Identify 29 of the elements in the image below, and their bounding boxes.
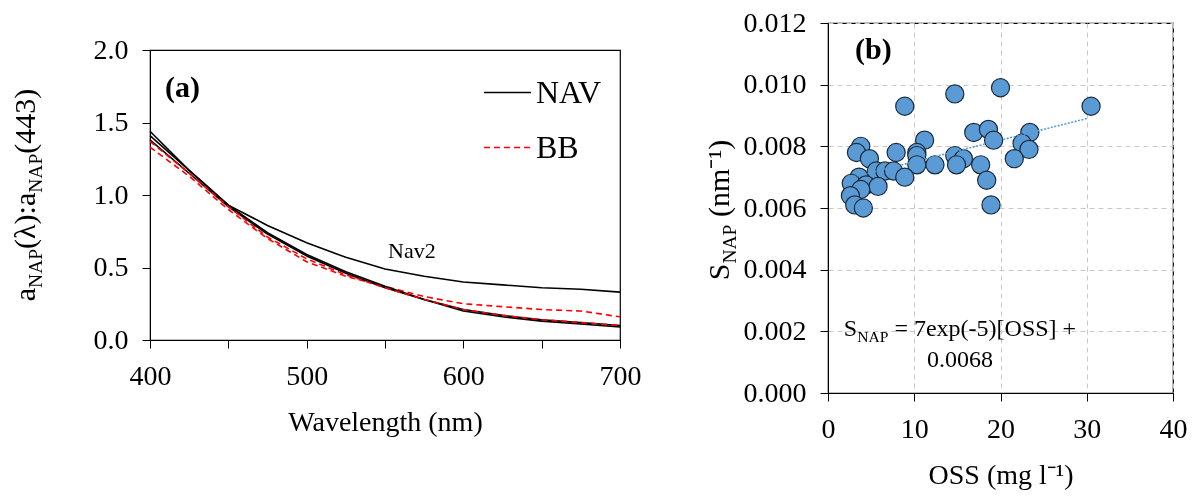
y-tick-label: 0.004 [743,253,807,285]
annotation: (a) [165,70,200,105]
annotation: Nav2 [388,238,436,264]
y-tick-label: 0.0 [93,323,129,355]
x-axis-title: Wavelength (nm) [288,405,483,437]
y-tick-label: 2.0 [93,33,129,65]
y-tick-label: 1.0 [93,178,129,210]
x-axis-title: OSS (mg l⁻¹) [928,458,1074,490]
x-tick-label: 30 [1073,412,1102,444]
y-tick-label: 0.010 [743,68,807,100]
x-tick-label: 700 [599,359,642,391]
x-tick-label: 500 [286,359,329,391]
x-tick-label: 0 [821,412,836,444]
y-tick-label: 0.000 [743,376,807,408]
y-tick-label: 0.002 [743,314,807,346]
y-tick-label: 1.5 [93,106,129,137]
x-tick-label: 10 [900,412,929,444]
legend-label: NAV [536,73,602,110]
x-tick-label: 40 [1159,412,1188,444]
x-tick-label: 400 [129,359,172,391]
y-tick-label: 0.008 [743,129,807,161]
x-tick-label: 600 [442,359,485,391]
annotation: (b) [855,32,892,67]
y-tick-label: 0.012 [743,6,807,38]
annotation: S$_{NAP}$ = 7exp(-5)[OSS] + 0.0068 [842,315,1078,374]
y-tick-label: 0.006 [743,191,807,223]
x-tick-label: 20 [987,412,1015,444]
y-tick-label: 0.5 [93,251,129,282]
legend-label: BB [536,128,579,165]
